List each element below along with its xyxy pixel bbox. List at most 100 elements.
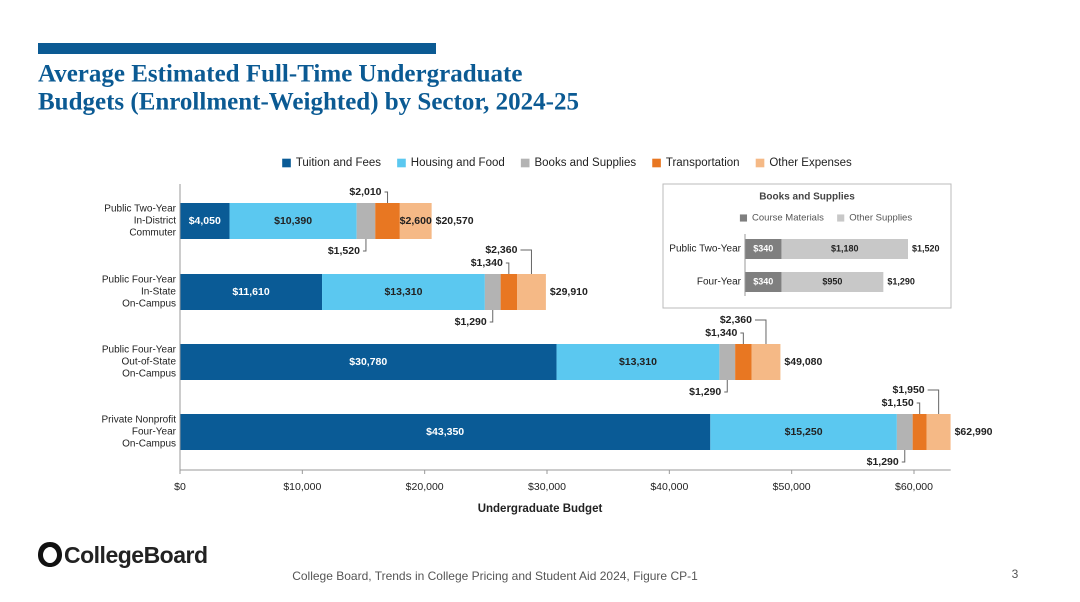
category-label: In-District bbox=[134, 216, 176, 227]
bar-segment bbox=[500, 274, 518, 310]
category-label: On-Campus bbox=[122, 439, 176, 450]
logo-icon bbox=[38, 542, 62, 567]
legend-swatch bbox=[282, 158, 291, 168]
leader-line bbox=[740, 332, 744, 344]
value-label: $1,520 bbox=[328, 245, 360, 257]
category-label: Public Two-Year bbox=[669, 244, 741, 255]
legend-label: Tuition and Fees bbox=[296, 157, 381, 169]
legend-swatch bbox=[739, 214, 748, 222]
bar-segment bbox=[719, 344, 736, 380]
bar-segment bbox=[517, 274, 546, 310]
value-label: $2,360 bbox=[720, 314, 752, 326]
value-label: $1,150 bbox=[882, 397, 914, 409]
logo-text: CollegeBoard bbox=[64, 542, 208, 568]
leader-line bbox=[724, 380, 728, 393]
value-label: $30,780 bbox=[349, 356, 387, 368]
category-label: Public Two-Year bbox=[104, 204, 176, 215]
x-tick-label: $50,000 bbox=[773, 481, 811, 493]
value-label: $1,950 bbox=[893, 384, 925, 396]
total-label: $20,570 bbox=[436, 215, 474, 227]
bar-segment bbox=[484, 274, 501, 310]
value-label: $11,610 bbox=[232, 286, 270, 298]
legend-label: Transportation bbox=[666, 157, 740, 169]
bar-segment bbox=[745, 272, 782, 292]
category-label: Public Four-Year bbox=[102, 345, 177, 356]
bar-segment bbox=[745, 239, 782, 259]
value-label: $13,310 bbox=[384, 286, 422, 298]
value-label: $340 bbox=[753, 243, 773, 253]
bar-segment bbox=[375, 203, 400, 239]
value-label: $2,600 bbox=[400, 215, 432, 227]
total-label: $49,080 bbox=[784, 356, 822, 368]
value-label: $1,340 bbox=[471, 257, 503, 269]
bar-segment bbox=[556, 344, 720, 380]
bar-segment bbox=[781, 272, 884, 292]
leader-line bbox=[384, 191, 389, 203]
legend-swatch bbox=[520, 158, 530, 168]
value-label: $2,010 bbox=[349, 186, 381, 198]
value-label: $4,050 bbox=[189, 215, 221, 227]
bar-segment bbox=[710, 414, 897, 450]
bar-segment bbox=[356, 203, 376, 239]
category-label: Public Four-Year bbox=[102, 275, 177, 286]
legend-swatch bbox=[397, 158, 406, 168]
category-label: Four-Year bbox=[132, 427, 177, 438]
header-bar bbox=[38, 43, 436, 54]
category-label: Private Nonprofit bbox=[102, 415, 177, 426]
leader-line bbox=[754, 319, 767, 344]
legend-label: Books and Supplies bbox=[534, 157, 636, 169]
logo: CollegeBoard bbox=[38, 542, 208, 568]
category-label: In-State bbox=[141, 287, 176, 298]
value-label: $950 bbox=[822, 276, 842, 286]
bar-segment bbox=[180, 203, 230, 239]
bar-segment bbox=[735, 344, 752, 380]
total-label: $29,910 bbox=[550, 286, 588, 298]
bar-segment bbox=[180, 414, 711, 450]
legend-label: Course Materials bbox=[752, 213, 824, 224]
source-note: College Board, Trends in College Pricing… bbox=[292, 569, 698, 583]
legend-label: Housing and Food bbox=[411, 157, 505, 169]
x-tick-label: $20,000 bbox=[406, 481, 444, 493]
x-tick-label: $10,000 bbox=[283, 481, 321, 493]
leader-line bbox=[916, 402, 921, 414]
bar-segment bbox=[322, 274, 485, 310]
category-label: Out-of-State bbox=[122, 357, 177, 368]
leader-line bbox=[901, 450, 906, 463]
category-label: Four-Year bbox=[697, 277, 742, 288]
category-label: On-Campus bbox=[122, 299, 176, 310]
x-tick-label: $30,000 bbox=[528, 481, 566, 493]
chart-title: Budgets (Enrollment-Weighted) by Sector,… bbox=[38, 89, 579, 116]
legend-label: Other Supplies bbox=[849, 213, 912, 224]
bar-segment bbox=[751, 344, 781, 380]
bar-segment bbox=[229, 203, 357, 239]
leader-line bbox=[489, 310, 494, 323]
category-label: Commuter bbox=[129, 228, 176, 239]
value-label: $340 bbox=[753, 276, 773, 286]
category-label: On-Campus bbox=[122, 369, 176, 380]
legend-swatch bbox=[652, 158, 661, 168]
value-label: $15,250 bbox=[785, 426, 823, 438]
value-label: $1,340 bbox=[705, 327, 737, 339]
bar-segment bbox=[896, 414, 913, 450]
total-label: $1,520 bbox=[912, 243, 940, 253]
bar-segment bbox=[926, 414, 951, 450]
total-label: $62,990 bbox=[955, 426, 993, 438]
chart-title: Average Estimated Full-Time Undergraduat… bbox=[38, 61, 522, 88]
bar-segment bbox=[912, 414, 927, 450]
bar-segment bbox=[180, 274, 323, 310]
leader-line bbox=[505, 262, 510, 274]
inset-title: Books and Supplies bbox=[759, 192, 855, 203]
legend-swatch bbox=[837, 214, 845, 222]
leader-line bbox=[927, 389, 940, 414]
legend-swatch bbox=[755, 158, 765, 168]
value-label: $1,290 bbox=[867, 456, 899, 468]
value-label: $43,350 bbox=[426, 426, 464, 438]
page-number: 3 bbox=[1012, 567, 1019, 581]
leader-line bbox=[520, 249, 532, 274]
bar-segment bbox=[781, 239, 908, 259]
x-tick-label: $40,000 bbox=[650, 481, 688, 493]
x-tick-label: $60,000 bbox=[895, 481, 933, 493]
bar-segment bbox=[180, 344, 557, 380]
value-label: $1,290 bbox=[455, 316, 487, 328]
value-label: $1,290 bbox=[689, 386, 721, 398]
